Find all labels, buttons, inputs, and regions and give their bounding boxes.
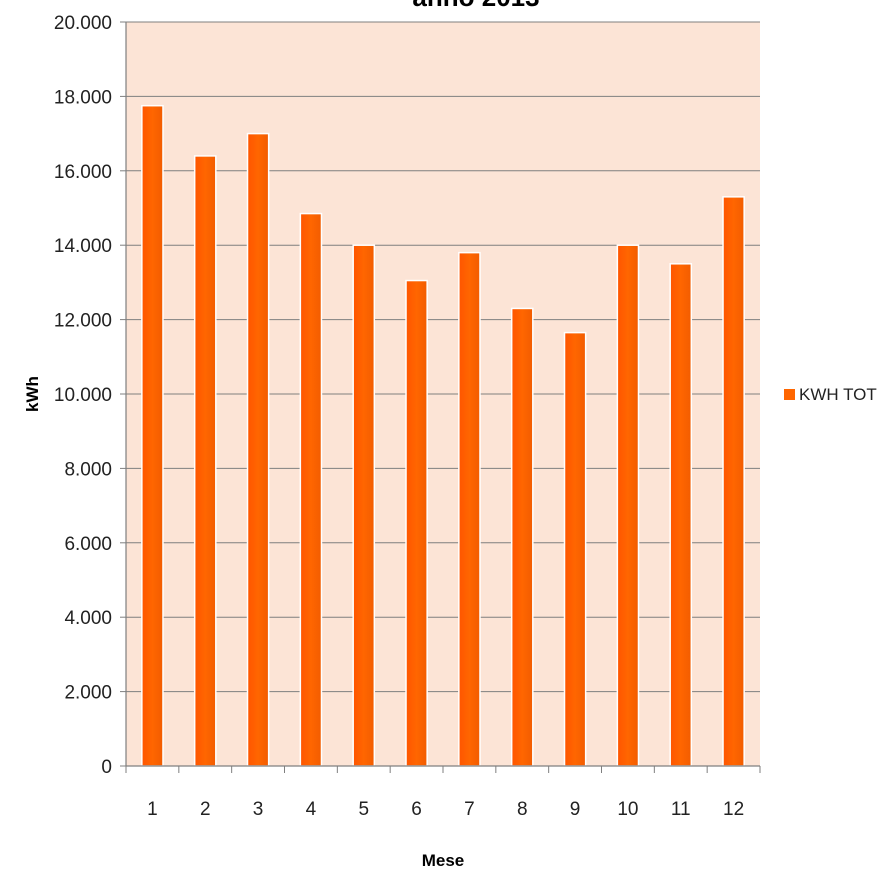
y-tick-labels: 0 2.000 4.000 6.000 8.000 10.000 12.000 14.000 1… [54, 13, 112, 778]
bars [141, 104, 745, 767]
y-axis-title: kWh [23, 376, 42, 412]
x-axis-title: Mese [422, 851, 465, 870]
x-tick-label: 12 [723, 799, 744, 820]
y-tick-label: 10.000 [54, 385, 112, 406]
y-tick-label: 20.000 [54, 13, 112, 34]
bar-7 [458, 251, 481, 767]
x-tick-label: 1 [147, 799, 158, 820]
chart-title: anno 2013 [412, 0, 539, 12]
x-tick-label: 7 [464, 799, 475, 820]
y-tick-label: 2.000 [64, 683, 112, 704]
y-axis-ticks [120, 21, 126, 767]
legend-label: KWH TOT [799, 385, 877, 404]
bar-3 [246, 132, 270, 767]
y-tick-label: 8.000 [64, 459, 112, 480]
x-tick-label: 3 [253, 799, 264, 820]
plot-area [125, 21, 760, 767]
bar-6 [405, 279, 428, 767]
bar-1 [141, 104, 164, 767]
gridlines [126, 21, 760, 693]
x-tick-labels: 1 2 3 4 5 6 7 8 9 10 11 12 [147, 799, 744, 820]
bar-8 [510, 307, 534, 767]
y-tick-label: 6.000 [64, 534, 112, 555]
x-tick-label: 10 [617, 799, 638, 820]
x-tick-label: 4 [306, 799, 317, 820]
y-tick-label: 14.000 [54, 236, 112, 257]
x-tick-label: 9 [570, 799, 581, 820]
bar-5 [352, 244, 376, 767]
y-tick-label: 18.000 [54, 87, 112, 108]
x-axis-ticks [125, 766, 761, 773]
legend: KWH TOT [784, 385, 877, 404]
y-tick-label: 16.000 [54, 162, 112, 183]
x-tick-label: 5 [358, 799, 369, 820]
bar-10 [616, 244, 640, 767]
bar-4 [299, 212, 323, 767]
x-tick-label: 6 [411, 799, 422, 820]
y-tick-label: 12.000 [54, 311, 112, 332]
bar-9 [563, 331, 587, 767]
x-tick-label: 8 [517, 799, 528, 820]
y-tick-label: 4.000 [64, 608, 112, 629]
x-tick-label: 11 [671, 799, 691, 820]
legend-swatch [784, 389, 795, 400]
bar-11 [669, 263, 693, 767]
bar-2 [193, 155, 217, 767]
x-tick-label: 2 [200, 799, 211, 820]
y-tick-label: 0 [101, 757, 112, 778]
bar-12 [722, 196, 745, 767]
